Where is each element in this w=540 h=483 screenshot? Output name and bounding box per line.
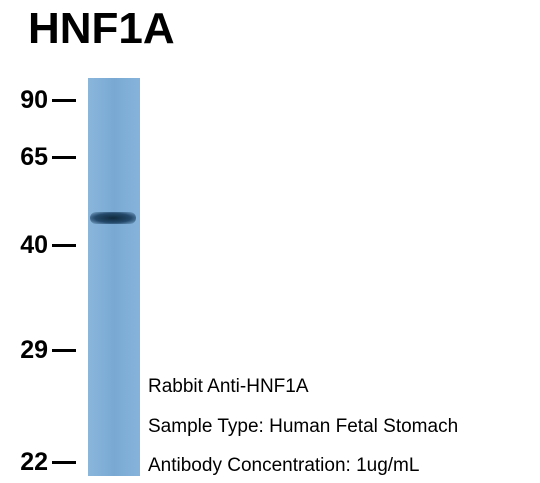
marker-tick bbox=[52, 349, 76, 352]
annotation: Rabbit Anti-HNF1A bbox=[148, 376, 309, 398]
marker-label: 90 bbox=[4, 86, 48, 114]
marker-tick bbox=[52, 461, 76, 464]
marker-tick bbox=[52, 244, 76, 247]
blot-lane bbox=[88, 78, 140, 476]
annotation: Antibody Concentration: 1ug/mL bbox=[148, 455, 419, 477]
annotation: Sample Type: Human Fetal Stomach bbox=[148, 416, 458, 438]
marker-label: 29 bbox=[4, 336, 48, 364]
title: HNF1A bbox=[28, 4, 175, 54]
marker-label: 22 bbox=[4, 448, 48, 476]
marker-label: 65 bbox=[4, 143, 48, 171]
blot-band bbox=[90, 212, 136, 224]
marker-tick bbox=[52, 99, 76, 102]
page: HNF1A 90 65 40 29 22 Rabbit Anti-HNF1A S… bbox=[0, 0, 540, 483]
marker-label: 40 bbox=[4, 231, 48, 259]
marker-tick bbox=[52, 156, 76, 159]
